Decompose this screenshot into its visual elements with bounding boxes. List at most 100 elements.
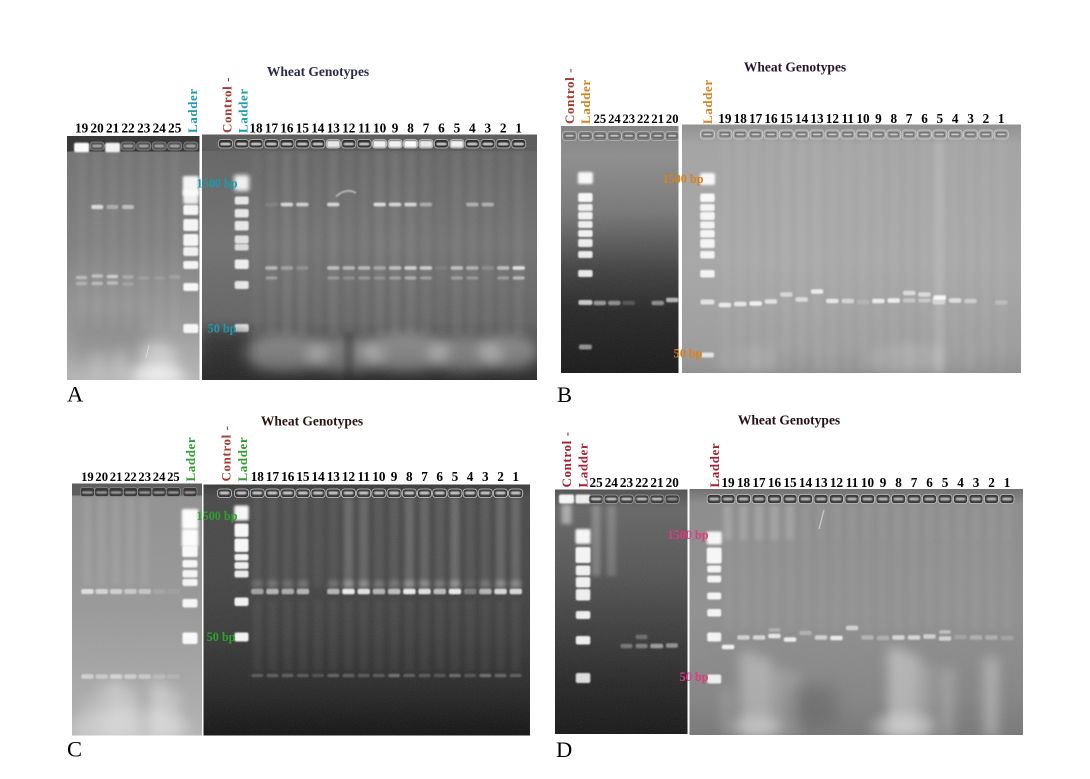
- svg-text:21: 21: [106, 121, 119, 136]
- svg-text:21: 21: [650, 475, 663, 490]
- svg-text:1500 bp: 1500 bp: [663, 172, 704, 186]
- svg-text:50 bp: 50 bp: [208, 322, 237, 336]
- svg-text:18: 18: [734, 111, 748, 126]
- svg-text:1500 bp: 1500 bp: [197, 509, 238, 523]
- svg-text:Ladder: Ladder: [183, 437, 198, 482]
- svg-text:11: 11: [841, 111, 853, 126]
- svg-text:25: 25: [168, 121, 182, 136]
- svg-text:6: 6: [926, 475, 933, 490]
- svg-text:Ladder: Ladder: [236, 88, 251, 133]
- svg-text:10: 10: [861, 475, 875, 490]
- svg-text:1: 1: [512, 469, 519, 484]
- svg-text:3: 3: [967, 111, 974, 126]
- svg-text:20: 20: [666, 475, 680, 490]
- svg-text:12: 12: [342, 469, 356, 484]
- svg-text:9: 9: [880, 475, 887, 490]
- svg-text:10: 10: [373, 121, 387, 136]
- svg-text:9: 9: [391, 469, 398, 484]
- svg-text:22: 22: [635, 475, 649, 490]
- svg-text:16: 16: [768, 475, 782, 490]
- svg-text:18: 18: [737, 475, 751, 490]
- svg-text:16: 16: [764, 111, 778, 126]
- svg-text:15: 15: [783, 475, 797, 490]
- svg-text:12: 12: [826, 111, 840, 126]
- svg-text:A: A: [67, 382, 84, 407]
- svg-text:Control -: Control -: [559, 431, 574, 487]
- svg-text:5: 5: [454, 121, 461, 136]
- svg-text:13: 13: [814, 475, 828, 490]
- svg-text:20: 20: [95, 470, 108, 484]
- svg-text:20: 20: [666, 112, 679, 126]
- svg-text:50 bp: 50 bp: [680, 670, 709, 684]
- svg-text:6: 6: [921, 111, 928, 126]
- svg-text:Ladder: Ladder: [700, 79, 715, 124]
- svg-text:24: 24: [153, 470, 166, 484]
- svg-text:13: 13: [327, 469, 341, 484]
- svg-text:7: 7: [423, 121, 430, 136]
- svg-text:23: 23: [137, 121, 151, 136]
- svg-text:13: 13: [810, 111, 824, 126]
- svg-text:12: 12: [830, 475, 844, 490]
- svg-text:18: 18: [251, 469, 265, 484]
- svg-text:4: 4: [469, 121, 476, 136]
- svg-text:10: 10: [372, 469, 386, 484]
- svg-text:Ladder: Ladder: [707, 443, 722, 488]
- svg-text:5: 5: [937, 111, 944, 126]
- svg-text:2: 2: [500, 121, 507, 136]
- svg-text:25: 25: [167, 470, 180, 484]
- svg-text:Control -: Control -: [562, 68, 577, 124]
- svg-text:23: 23: [620, 475, 634, 490]
- svg-text:18: 18: [249, 121, 263, 136]
- svg-text:7: 7: [906, 111, 913, 126]
- svg-text:14: 14: [795, 111, 809, 126]
- svg-text:2: 2: [988, 475, 995, 490]
- svg-text:Wheat Genotypes: Wheat Genotypes: [738, 413, 840, 428]
- svg-text:11: 11: [357, 469, 369, 484]
- svg-text:24: 24: [153, 121, 167, 136]
- svg-text:23: 23: [623, 112, 636, 126]
- svg-text:15: 15: [296, 121, 310, 136]
- svg-text:16: 16: [281, 469, 295, 484]
- svg-text:8: 8: [895, 475, 902, 490]
- svg-text:15: 15: [296, 469, 310, 484]
- svg-text:14: 14: [312, 469, 326, 484]
- svg-text:24: 24: [608, 112, 621, 126]
- svg-text:2: 2: [983, 111, 990, 126]
- svg-text:13: 13: [327, 121, 341, 136]
- svg-text:25: 25: [594, 112, 607, 126]
- svg-text:50 bp: 50 bp: [207, 630, 236, 644]
- svg-text:8: 8: [406, 469, 413, 484]
- svg-text:B: B: [557, 382, 572, 407]
- svg-text:17: 17: [749, 111, 763, 126]
- svg-text:Ladder: Ladder: [235, 437, 250, 482]
- svg-text:12: 12: [342, 121, 356, 136]
- svg-text:14: 14: [311, 121, 325, 136]
- svg-text:Wheat Genotypes: Wheat Genotypes: [744, 60, 846, 75]
- svg-text:Control -: Control -: [218, 425, 233, 481]
- svg-text:4: 4: [952, 111, 959, 126]
- svg-text:25: 25: [590, 475, 604, 490]
- svg-text:19: 19: [81, 470, 94, 484]
- svg-text:8: 8: [891, 111, 898, 126]
- svg-text:19: 19: [75, 121, 89, 136]
- svg-text:21: 21: [110, 470, 123, 484]
- svg-text:4: 4: [467, 469, 474, 484]
- svg-text:6: 6: [436, 469, 443, 484]
- svg-text:Ladder: Ladder: [578, 79, 593, 124]
- svg-text:16: 16: [280, 121, 294, 136]
- svg-text:17: 17: [752, 475, 766, 490]
- svg-text:10: 10: [856, 111, 870, 126]
- svg-text:20: 20: [91, 121, 105, 136]
- svg-text:Control -: Control -: [220, 77, 235, 133]
- svg-text:19: 19: [718, 111, 732, 126]
- svg-text:11: 11: [358, 121, 370, 136]
- svg-text:15: 15: [780, 111, 794, 126]
- svg-text:8: 8: [407, 121, 414, 136]
- svg-text:1: 1: [998, 111, 1005, 126]
- svg-text:22: 22: [124, 470, 137, 484]
- svg-text:1500 bp: 1500 bp: [197, 177, 238, 191]
- svg-text:1500 bp: 1500 bp: [668, 528, 709, 542]
- svg-text:3: 3: [482, 469, 489, 484]
- svg-text:17: 17: [266, 469, 280, 484]
- svg-text:11: 11: [846, 475, 858, 490]
